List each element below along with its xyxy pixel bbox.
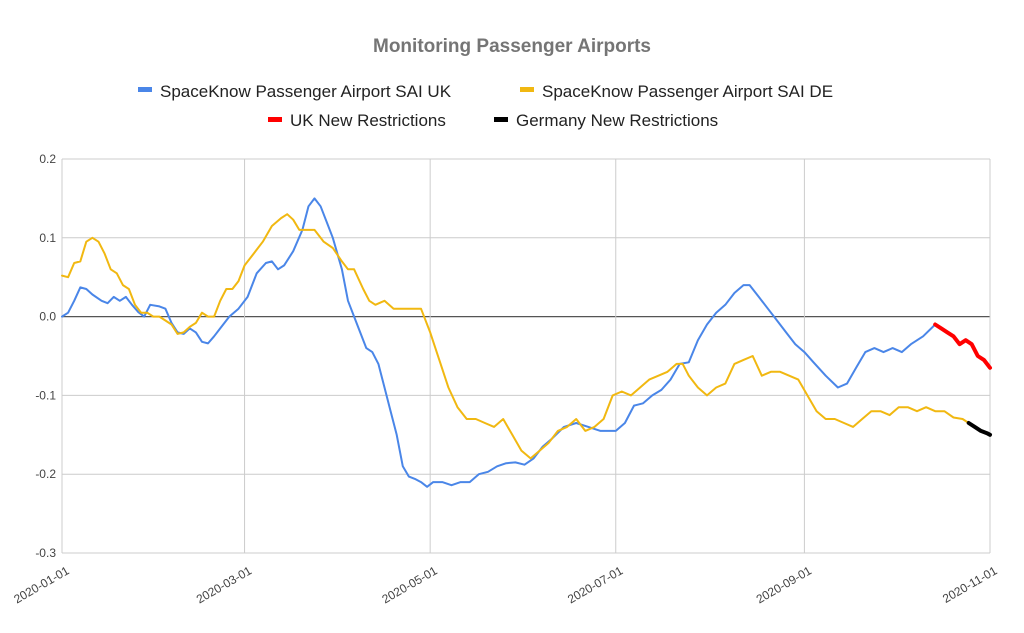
y-tick-label: -0.2 xyxy=(35,467,56,481)
legend-swatch-uk-restrictions xyxy=(268,117,282,122)
legend-swatch-uk xyxy=(138,87,152,92)
y-tick-label: 0.1 xyxy=(39,231,56,245)
y-tick-label: 0.2 xyxy=(39,152,56,166)
legend-label-uk: SpaceKnow Passenger Airport SAI UK xyxy=(160,82,452,101)
y-tick-label: -0.3 xyxy=(35,546,56,560)
x-tick-label: 2020-03-01 xyxy=(194,563,254,606)
chart-title: Monitoring Passenger Airports xyxy=(373,36,651,57)
x-tick-label: 2020-09-01 xyxy=(754,563,814,606)
legend: SpaceKnow Passenger Airport SAI UK Space… xyxy=(138,82,833,130)
x-tick-label: 2020-07-01 xyxy=(565,563,625,606)
legend-label-germany-restrictions: Germany New Restrictions xyxy=(516,111,718,130)
legend-swatch-de xyxy=(520,87,534,92)
series-line-de xyxy=(61,213,970,460)
series-line-germany-restrictions xyxy=(966,421,992,437)
y-tick-label: -0.1 xyxy=(35,388,56,402)
y-tick-label: 0.0 xyxy=(39,310,56,324)
x-tick-label: 2020-01-01 xyxy=(11,563,71,606)
x-tick-label: 2020-11-01 xyxy=(940,563,1000,606)
legend-label-uk-restrictions: UK New Restrictions xyxy=(290,111,446,130)
legend-label-de: SpaceKnow Passenger Airport SAI DE xyxy=(542,82,833,101)
legend-swatch-germany-restrictions xyxy=(494,117,508,122)
x-tick-label: 2020-05-01 xyxy=(379,563,439,606)
plot-area: 0.2 0.1 0.0 -0.1 -0.2 -0.3 2020-01-01 2020-03-0… xyxy=(11,152,999,606)
series-line-uk-restrictions xyxy=(933,322,992,370)
